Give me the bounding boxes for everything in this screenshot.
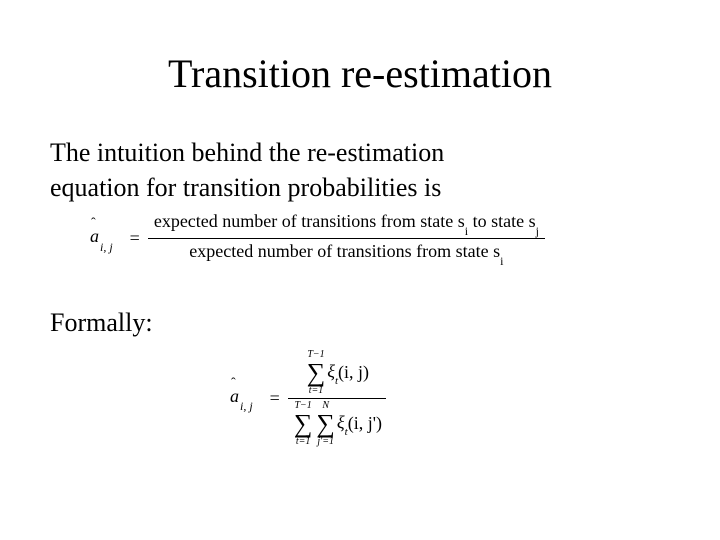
- slide-title: Transition re-estimation: [50, 50, 670, 97]
- eq1-equals: =: [130, 228, 140, 249]
- eq2-den-args: (i, j'): [348, 413, 382, 434]
- intro-line-2: equation for transition probabilities is: [50, 172, 670, 203]
- eq2-den-sigma1: ∑: [294, 411, 313, 437]
- eq2-equals: =: [270, 388, 280, 409]
- intuition-equation: ˆ ai, j = expected number of transitions…: [90, 209, 670, 267]
- formally-label: Formally:: [50, 308, 670, 338]
- eq2-sub: i, j: [240, 399, 253, 413]
- eq2-den-sum1-bot: t=1: [296, 437, 311, 447]
- eq1-num-sub1: i: [465, 224, 468, 238]
- eq1-den-text: expected number of transitions from stat…: [189, 241, 500, 261]
- eq2-num-sigma: ∑: [307, 360, 326, 386]
- eq1-hat: ˆ: [91, 216, 96, 232]
- eq1-num-text2: to state s: [468, 211, 536, 231]
- formal-equation: ˆ ai, j = T−1 ∑ t=1 ξt (i, j) T−1 ∑ t: [230, 348, 670, 449]
- eq2-den-xi-sub: t: [345, 426, 348, 438]
- eq2-fraction: T−1 ∑ t=1 ξt (i, j) T−1 ∑ t=1 N ∑ j': [288, 348, 386, 449]
- eq1-num-sub2: j: [536, 224, 539, 238]
- eq1-denominator: expected number of transitions from stat…: [183, 239, 509, 268]
- eq2-denominator: T−1 ∑ t=1 N ∑ j'=1 ξt (i, j'): [288, 399, 386, 449]
- intro-line-1: The intuition behind the re-estimation: [50, 137, 670, 168]
- eq2-den-sum2: N ∑ j'=1: [316, 401, 335, 447]
- eq2-den-sigma2: ∑: [316, 411, 335, 437]
- eq1-sub: i, j: [100, 240, 113, 254]
- eq2-num-xi-sub: t: [335, 375, 338, 387]
- eq1-lhs: ˆ ai, j: [90, 226, 112, 251]
- eq2-lhs: ˆ ai, j: [230, 386, 252, 411]
- eq2-numerator: T−1 ∑ t=1 ξt (i, j): [301, 348, 373, 398]
- eq1-den-sub: i: [500, 254, 503, 268]
- eq2-den-sum2-bot: j'=1: [317, 437, 334, 447]
- eq2-num-xi-sym: ξ: [327, 361, 335, 381]
- eq2-den-xi: ξt: [337, 412, 348, 436]
- eq1-num-text1: expected number of transitions from stat…: [154, 211, 465, 231]
- eq2-num-args: (i, j): [338, 362, 369, 383]
- eq1-fraction: expected number of transitions from stat…: [148, 209, 545, 267]
- eq2-num-xi: ξt: [327, 361, 338, 385]
- eq2-den-xi-sym: ξ: [337, 412, 345, 432]
- eq2-num-sum: T−1 ∑ t=1: [307, 350, 326, 396]
- eq2-num-sum-bot: t=1: [309, 386, 324, 396]
- eq2-hat: ˆ: [231, 376, 236, 392]
- eq1-numerator: expected number of transitions from stat…: [148, 209, 545, 238]
- slide: Transition re-estimation The intuition b…: [0, 0, 720, 540]
- eq2-den-sum1: T−1 ∑ t=1: [294, 401, 313, 447]
